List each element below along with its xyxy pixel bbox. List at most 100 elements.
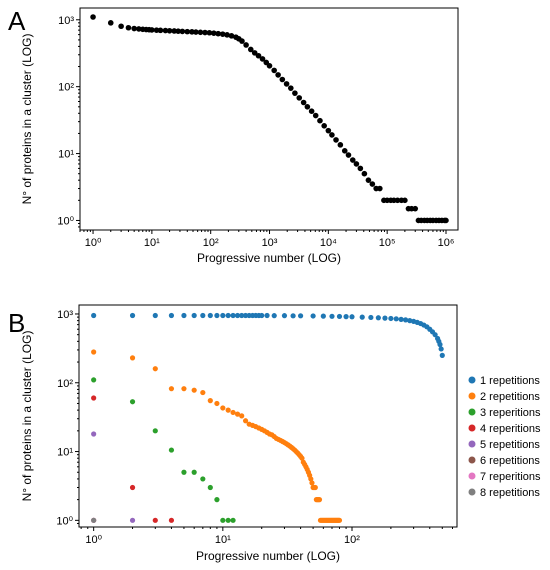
b-y-tick-label: 10¹ bbox=[57, 447, 73, 459]
b-data-point-series-3 bbox=[181, 469, 187, 475]
a-data-point-series-1 bbox=[184, 28, 191, 35]
b-data-point-series-2 bbox=[129, 355, 136, 361]
b-data-point-series-2 bbox=[309, 480, 315, 486]
a-data-point-series-1 bbox=[321, 123, 327, 129]
a-data-point-series-1 bbox=[333, 137, 339, 143]
b-data-point-series-1 bbox=[271, 313, 277, 319]
a-data-point-series-1 bbox=[377, 185, 383, 192]
b-data-point-series-1 bbox=[343, 314, 349, 320]
b-data-point-series-1 bbox=[259, 312, 265, 319]
b-data-point-series-1 bbox=[432, 332, 438, 338]
b-data-point-series-1 bbox=[129, 312, 136, 319]
b-data-point-series-3 bbox=[91, 377, 97, 383]
legend-marker bbox=[468, 440, 476, 448]
panel-b-ylabel: N° of proteins in a cluster (LOG) bbox=[20, 331, 34, 502]
b-data-point-series-5 bbox=[91, 431, 97, 437]
a-data-point-series-1 bbox=[247, 46, 254, 53]
panel-a-ticks: 10⁰ 10¹ 10² 10³ 10⁴ 10⁵ 10⁶ 10⁰ 10¹ 10² 10³ bbox=[57, 15, 454, 249]
a-data-point-series-1 bbox=[341, 147, 348, 154]
legend-marker bbox=[468, 488, 476, 496]
a-data-point-series-1 bbox=[412, 205, 419, 212]
a-data-point-series-1 bbox=[215, 30, 221, 37]
a-data-point-series-1 bbox=[179, 28, 186, 35]
b-data-point-series-1 bbox=[230, 312, 236, 319]
b-data-point-series-2 bbox=[336, 517, 343, 523]
b-data-point-series-3 bbox=[200, 476, 206, 482]
a-data-point-series-1 bbox=[361, 170, 368, 177]
a-data-point-series-1 bbox=[166, 27, 173, 34]
panel-b-label: B bbox=[8, 308, 25, 338]
b-data-point-series-1 bbox=[310, 313, 316, 319]
a-data-point-series-1 bbox=[239, 38, 245, 44]
b-data-point-series-1 bbox=[290, 313, 296, 319]
b-data-point-series-3 bbox=[225, 517, 231, 523]
b-data-point-series-1 bbox=[402, 317, 409, 323]
a-data-point-series-1 bbox=[162, 27, 169, 34]
b-data-point-series-1 bbox=[242, 312, 249, 319]
b-x-tick-label: 10¹ bbox=[215, 534, 231, 546]
a-data-point-series-1 bbox=[211, 30, 217, 37]
b-data-point-series-1 bbox=[91, 312, 97, 319]
a-data-point-series-1 bbox=[279, 76, 286, 83]
a-data-point-series-1 bbox=[259, 56, 266, 62]
b-data-point-series-1 bbox=[320, 313, 326, 319]
b-y-tick-label: 10⁰ bbox=[56, 515, 73, 527]
a-data-point-series-1 bbox=[224, 32, 230, 38]
b-data-point-series-1 bbox=[329, 313, 335, 319]
a-x-tick-label: 10² bbox=[203, 237, 219, 249]
legend-label: 6 repetitions bbox=[480, 455, 540, 467]
a-data-point-series-1 bbox=[300, 99, 307, 106]
a-data-point-series-1 bbox=[197, 29, 204, 36]
legend-label: 5 repetitions bbox=[480, 439, 540, 451]
a-data-point-series-1 bbox=[118, 23, 124, 30]
a-data-point-series-1 bbox=[271, 67, 277, 74]
a-data-point-series-1 bbox=[266, 63, 273, 69]
b-data-point-series-2 bbox=[234, 411, 241, 417]
b-data-point-series-2 bbox=[152, 366, 158, 372]
a-data-point-series-1 bbox=[304, 104, 311, 110]
a-data-point-series-1 bbox=[255, 52, 262, 59]
panel-b-xlabel: Progressive number (LOG) bbox=[196, 549, 340, 563]
a-x-tick-label: 10⁴ bbox=[320, 237, 337, 249]
a-data-point-series-1 bbox=[107, 20, 114, 26]
b-data-point-series-3 bbox=[214, 497, 220, 503]
b-data-point-series-1 bbox=[438, 346, 444, 352]
b-data-point-series-2 bbox=[308, 476, 314, 482]
legend-marker bbox=[468, 456, 476, 464]
b-data-point-series-1 bbox=[234, 312, 241, 319]
b-data-point-series-1 bbox=[239, 312, 245, 319]
a-data-point-series-1 bbox=[308, 108, 315, 114]
a-data-point-series-1 bbox=[243, 42, 249, 48]
a-y-tick-label: 10¹ bbox=[58, 149, 74, 161]
b-data-point-series-1 bbox=[375, 315, 381, 321]
b-data-point-series-1 bbox=[214, 312, 220, 319]
legend-label: 1 repetitions bbox=[480, 375, 540, 387]
b-data-point-series-3 bbox=[168, 447, 175, 453]
a-data-point-series-1 bbox=[157, 27, 164, 34]
a-data-point-series-1 bbox=[402, 197, 408, 204]
legend-marker bbox=[468, 376, 476, 384]
legend-marker bbox=[468, 472, 476, 480]
b-data-point-series-1 bbox=[398, 316, 404, 322]
a-data-point-series-1 bbox=[443, 217, 449, 224]
panel-b: B 10⁰ 10¹ 10² 10⁰ 10¹ 10² 10³ Progressive numb… bbox=[8, 304, 541, 563]
b-x-tick-label: 10⁰ bbox=[85, 534, 102, 546]
a-data-point-series-1 bbox=[275, 72, 281, 78]
b-data-point-series-1 bbox=[191, 312, 197, 319]
panel-a-label: A bbox=[8, 6, 26, 36]
a-data-point-series-1 bbox=[228, 33, 235, 39]
b-data-point-series-2 bbox=[225, 407, 231, 413]
b-data-point-series-3 bbox=[152, 428, 158, 434]
a-data-point-series-1 bbox=[206, 29, 213, 36]
b-data-point-series-1 bbox=[200, 312, 206, 319]
a-data-point-series-1 bbox=[125, 24, 132, 31]
b-data-point-series-2 bbox=[91, 349, 97, 355]
legend-marker bbox=[468, 392, 476, 400]
a-data-point-series-1 bbox=[337, 142, 344, 148]
a-x-tick-label: 10⁰ bbox=[85, 237, 102, 249]
b-data-point-series-1 bbox=[407, 318, 413, 324]
a-data-point-series-1 bbox=[202, 29, 208, 36]
a-data-point-series-1 bbox=[175, 28, 181, 34]
b-data-point-series-1 bbox=[181, 312, 187, 319]
legend-label: 8 repetitions bbox=[480, 487, 540, 499]
